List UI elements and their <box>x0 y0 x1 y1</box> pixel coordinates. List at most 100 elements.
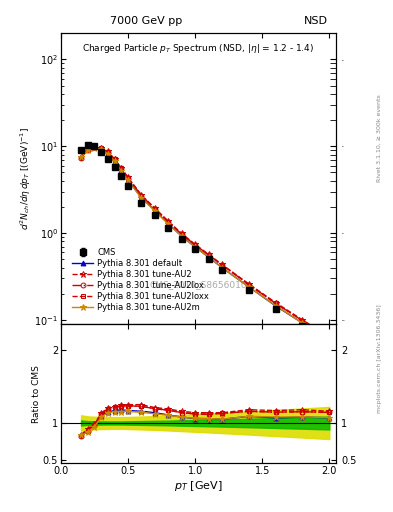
Pythia 8.301 default <box>126 177 130 183</box>
Pythia 8.301 tune-AU2lox <box>179 231 184 237</box>
Pythia 8.301 tune-AU2lox <box>119 165 124 172</box>
Pythia 8.301 tune-AU2 <box>106 148 110 155</box>
Pythia 8.301 tune-AU2lox <box>220 262 224 268</box>
Pythia 8.301 tune-AU2 <box>220 262 224 268</box>
Pythia 8.301 tune-AU2lox <box>327 334 332 340</box>
Pythia 8.301 tune-AU2lox <box>79 155 83 161</box>
Pythia 8.301 tune-AU2loxx <box>273 301 278 307</box>
Pythia 8.301 default <box>300 320 305 326</box>
Pythia 8.301 tune-AU2loxx <box>193 242 197 248</box>
Pythia 8.301 tune-AU2m <box>327 337 332 343</box>
Pythia 8.301 tune-AU2m <box>179 233 184 239</box>
Pythia 8.301 tune-AU2lox <box>152 206 157 212</box>
Pythia 8.301 tune-AU2loxx <box>152 206 157 212</box>
Pythia 8.301 default <box>327 337 332 343</box>
Pythia 8.301 tune-AU2 <box>166 218 171 224</box>
Line: Pythia 8.301 tune-AU2m: Pythia 8.301 tune-AU2m <box>78 145 332 343</box>
Pythia 8.301 tune-AU2lox <box>112 156 117 162</box>
Pythia 8.301 tune-AU2loxx <box>206 252 211 258</box>
Pythia 8.301 tune-AU2m <box>85 147 90 153</box>
Pythia 8.301 tune-AU2lox <box>85 147 90 153</box>
Pythia 8.301 tune-AU2lox <box>139 193 144 199</box>
Pythia 8.301 tune-AU2m <box>152 208 157 214</box>
Pythia 8.301 tune-AU2loxx <box>79 155 83 161</box>
Pythia 8.301 tune-AU2 <box>126 174 130 180</box>
Pythia 8.301 tune-AU2loxx <box>126 175 130 181</box>
Pythia 8.301 tune-AU2m <box>119 168 124 174</box>
Pythia 8.301 tune-AU2lox <box>193 242 197 248</box>
Line: Pythia 8.301 tune-AU2lox: Pythia 8.301 tune-AU2lox <box>79 145 332 340</box>
Pythia 8.301 tune-AU2 <box>99 144 103 151</box>
Pythia 8.301 default <box>92 144 97 150</box>
Pythia 8.301 tune-AU2 <box>119 165 124 171</box>
Text: NSD: NSD <box>304 16 328 26</box>
Text: mcplots.cern.ch [arXiv:1306.3436]: mcplots.cern.ch [arXiv:1306.3436] <box>377 304 382 413</box>
Y-axis label: Ratio to CMS: Ratio to CMS <box>32 365 41 422</box>
Pythia 8.301 tune-AU2lox <box>300 317 305 324</box>
Pythia 8.301 tune-AU2 <box>79 154 83 160</box>
Pythia 8.301 tune-AU2lox <box>99 145 103 151</box>
Pythia 8.301 default <box>152 207 157 214</box>
Pythia 8.301 tune-AU2m <box>126 177 130 183</box>
Pythia 8.301 default <box>273 303 278 309</box>
Pythia 8.301 tune-AU2loxx <box>327 334 332 340</box>
Pythia 8.301 tune-AU2lox <box>273 301 278 307</box>
Pythia 8.301 default <box>206 254 211 260</box>
Pythia 8.301 tune-AU2 <box>85 145 90 152</box>
Pythia 8.301 tune-AU2 <box>193 241 197 247</box>
Pythia 8.301 tune-AU2loxx <box>106 149 110 155</box>
Pythia 8.301 tune-AU2loxx <box>112 156 117 162</box>
Pythia 8.301 tune-AU2 <box>92 143 97 150</box>
Pythia 8.301 default <box>99 145 103 152</box>
Pythia 8.301 tune-AU2m <box>99 146 103 153</box>
Pythia 8.301 tune-AU2lox <box>206 252 211 258</box>
Pythia 8.301 tune-AU2 <box>300 317 305 323</box>
Pythia 8.301 default <box>106 150 110 156</box>
Pythia 8.301 tune-AU2loxx <box>300 317 305 324</box>
Pythia 8.301 default <box>220 265 224 271</box>
Pythia 8.301 tune-AU2loxx <box>139 193 144 199</box>
Pythia 8.301 tune-AU2m <box>193 244 197 250</box>
Pythia 8.301 tune-AU2m <box>166 221 171 227</box>
Pythia 8.301 tune-AU2loxx <box>85 147 90 153</box>
Line: Pythia 8.301 tune-AU2: Pythia 8.301 tune-AU2 <box>78 143 332 340</box>
Pythia 8.301 default <box>79 154 83 160</box>
Pythia 8.301 tune-AU2m <box>139 195 144 201</box>
Pythia 8.301 tune-AU2 <box>273 300 278 306</box>
Pythia 8.301 tune-AU2m <box>300 320 305 326</box>
Pythia 8.301 tune-AU2m <box>106 151 110 157</box>
Pythia 8.301 default <box>246 284 251 290</box>
Text: 7000 GeV pp: 7000 GeV pp <box>110 16 183 26</box>
Y-axis label: $d^{2}N_{ch}/d\eta\,dp_{T}$ [(GeV)$^{-1}$]: $d^{2}N_{ch}/d\eta\,dp_{T}$ [(GeV)$^{-1}… <box>18 127 33 230</box>
Pythia 8.301 tune-AU2 <box>112 156 117 162</box>
Text: CMS_2010_S8656010: CMS_2010_S8656010 <box>150 280 247 289</box>
Pythia 8.301 tune-AU2lox <box>92 144 97 151</box>
Pythia 8.301 tune-AU2m <box>112 158 117 164</box>
Pythia 8.301 default <box>193 244 197 250</box>
Pythia 8.301 tune-AU2m <box>246 284 251 290</box>
Pythia 8.301 tune-AU2 <box>246 281 251 287</box>
Pythia 8.301 tune-AU2loxx <box>220 262 224 268</box>
Pythia 8.301 default <box>166 221 171 227</box>
Pythia 8.301 tune-AU2lox <box>126 175 130 181</box>
Pythia 8.301 tune-AU2lox <box>246 282 251 288</box>
Pythia 8.301 tune-AU2m <box>220 265 224 271</box>
Legend: CMS, Pythia 8.301 default, Pythia 8.301 tune-AU2, Pythia 8.301 tune-AU2lox, Pyth: CMS, Pythia 8.301 default, Pythia 8.301 … <box>71 246 211 314</box>
Line: Pythia 8.301 tune-AU2loxx: Pythia 8.301 tune-AU2loxx <box>79 145 332 340</box>
Pythia 8.301 tune-AU2m <box>79 154 83 160</box>
Pythia 8.301 tune-AU2 <box>139 192 144 198</box>
Pythia 8.301 tune-AU2loxx <box>92 144 97 151</box>
Pythia 8.301 tune-AU2m <box>92 145 97 151</box>
Pythia 8.301 tune-AU2loxx <box>99 145 103 151</box>
Pythia 8.301 default <box>85 146 90 153</box>
Pythia 8.301 default <box>112 158 117 164</box>
Pythia 8.301 tune-AU2loxx <box>179 231 184 237</box>
Pythia 8.301 tune-AU2lox <box>106 149 110 155</box>
Pythia 8.301 tune-AU2lox <box>166 219 171 225</box>
Pythia 8.301 default <box>139 195 144 201</box>
Pythia 8.301 tune-AU2 <box>206 251 211 258</box>
Pythia 8.301 tune-AU2loxx <box>119 165 124 172</box>
Pythia 8.301 tune-AU2 <box>152 205 157 211</box>
Pythia 8.301 tune-AU2 <box>179 230 184 237</box>
Pythia 8.301 tune-AU2 <box>327 334 332 340</box>
